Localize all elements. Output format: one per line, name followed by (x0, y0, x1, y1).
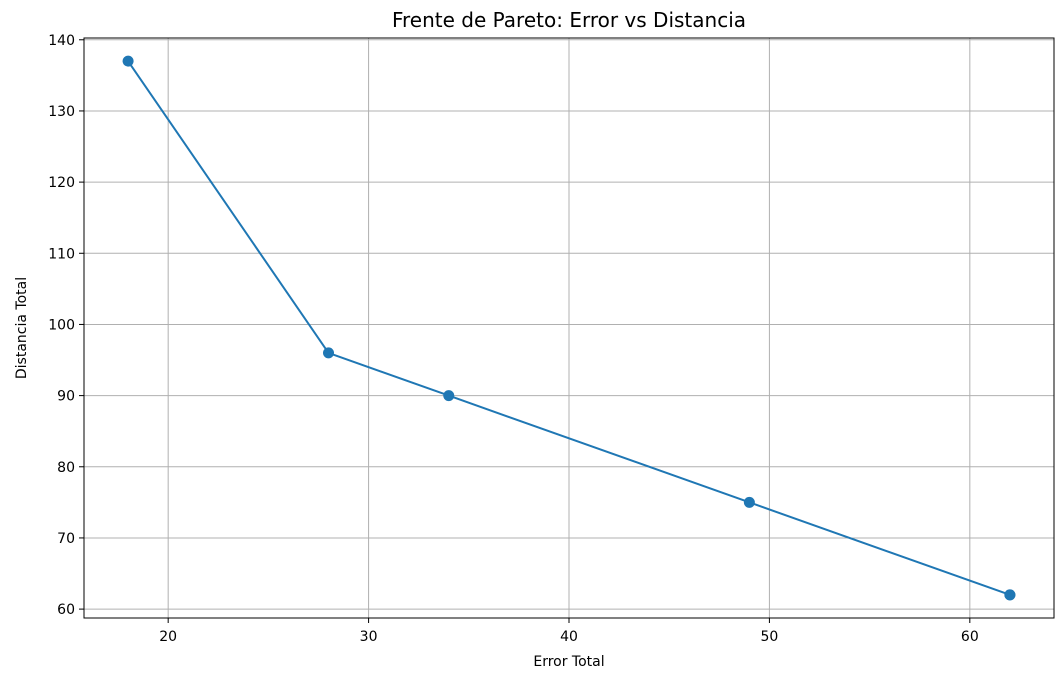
data-point (743, 496, 755, 508)
y-axis-label: Distancia Total (14, 277, 30, 379)
x-tick-label: 30 (360, 629, 378, 645)
axis-ticks: 20 30 40 50 60 60 70 80 90 100 110 120 130 140 (48, 33, 978, 645)
x-axis-label: Error Total (533, 654, 604, 670)
chart-title: Frente de Pareto: Error vs Distancia (392, 8, 746, 32)
x-tick-label: 20 (159, 629, 177, 645)
y-tick-label: 120 (48, 175, 75, 191)
plot-frame (83, 37, 1055, 619)
x-tick-label: 50 (760, 629, 778, 645)
x-tick-label: 40 (560, 629, 578, 645)
y-tick-label: 100 (48, 317, 75, 333)
data-point (1004, 589, 1016, 601)
x-tick-label: 60 (961, 629, 979, 645)
data-point (122, 55, 134, 67)
data-series (122, 55, 1016, 601)
y-tick-label: 90 (57, 389, 75, 405)
y-tick-label: 140 (48, 33, 75, 49)
y-tick-label: 70 (57, 531, 75, 547)
data-point (443, 390, 455, 402)
data-point (323, 347, 335, 359)
grid (84, 38, 1054, 618)
y-tick-label: 80 (57, 460, 75, 476)
y-tick-label: 130 (48, 104, 75, 120)
y-tick-label: 110 (48, 246, 75, 262)
y-tick-label: 60 (57, 602, 75, 618)
